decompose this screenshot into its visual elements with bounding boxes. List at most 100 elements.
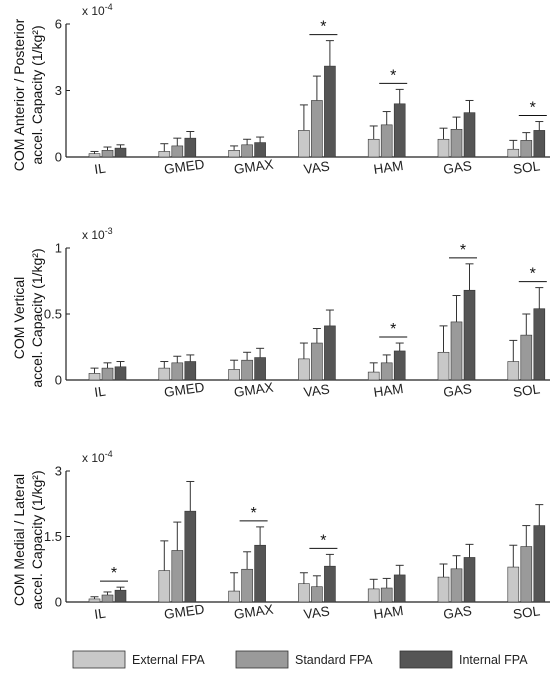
bar-il-3 <box>114 589 127 603</box>
category-label-sol: SOL <box>512 158 541 177</box>
axis-multiplier: x 10-4 <box>82 2 113 18</box>
bar-ham-1 <box>367 588 380 603</box>
y-axis-label-line: COM Anterior / Posterior <box>11 18 27 171</box>
y-axis-label-line: COM Vertical <box>11 277 27 359</box>
bar-ham-3 <box>393 103 406 158</box>
bar-gmax-2 <box>241 144 253 158</box>
significance-star: * <box>111 565 117 582</box>
legend: External FPA Standard FPA Internal FPA <box>72 650 528 669</box>
legend-swatch <box>72 650 126 669</box>
axis-multiplier-exponent: -3 <box>105 226 113 236</box>
category-label-gmax: GMAX <box>233 157 274 177</box>
bar-ham-2 <box>380 587 393 603</box>
bar-gmax-3 <box>254 544 266 603</box>
bar-vas-2 <box>311 100 323 158</box>
significance-star: * <box>390 321 396 338</box>
bar-ham-1 <box>367 371 380 381</box>
y-axis-label: COM Medial / Lateral accel. Capacity (1/k… <box>11 470 45 609</box>
bar-sol-1 <box>507 361 520 381</box>
bar-gmed-2 <box>171 362 184 381</box>
bar-sol-2 <box>520 546 533 603</box>
legend-item-1: External FPA <box>72 650 205 669</box>
bar-gmax-3 <box>254 357 266 381</box>
bar-gas-3 <box>463 557 476 603</box>
category-label-gmax: GMAX <box>233 602 274 622</box>
bar-sol-1 <box>507 148 520 158</box>
y-tick-label: 0 <box>55 595 62 610</box>
bar-gas-2 <box>450 321 463 381</box>
category-label-gmed: GMED <box>163 156 205 177</box>
bar-il-3 <box>114 366 127 381</box>
bar-vas-3 <box>324 325 336 381</box>
y-tick-label: 3 <box>55 464 62 479</box>
legend-item-2: Standard FPA <box>235 650 373 669</box>
y-tick-label: 0 <box>55 150 62 165</box>
bar-vas-2 <box>311 586 323 603</box>
category-label-gas: GAS <box>442 603 472 622</box>
bar-gmed-2 <box>171 145 184 158</box>
bar-gmax-3 <box>254 142 266 158</box>
significance-star: * <box>530 266 536 283</box>
y-axis-label-line: accel. Capacity (1/kg²) <box>29 248 45 387</box>
category-label-gas: GAS <box>442 158 472 177</box>
bar-il-1 <box>88 598 101 603</box>
category-label-vas: VAS <box>303 158 331 176</box>
bar-il-2 <box>101 367 114 381</box>
bar-sol-2 <box>520 334 533 381</box>
bar-gas-1 <box>437 351 450 381</box>
bar-vas-3 <box>324 565 336 603</box>
bar-gmed-1 <box>158 367 171 381</box>
bar-ham-2 <box>380 124 393 158</box>
category-label-vas: VAS <box>303 603 331 621</box>
bar-gas-3 <box>463 112 476 158</box>
y-axis-label-line: accel. Capacity (1/kg²) <box>29 25 45 164</box>
bar-gmed-3 <box>184 510 197 603</box>
y-axis-label-line: COM Medial / Lateral <box>11 474 27 606</box>
bar-gmax-2 <box>241 568 253 603</box>
category-label-gmed: GMED <box>163 379 205 400</box>
legend-item-3: Internal FPA <box>399 650 528 669</box>
legend-swatch <box>235 650 289 669</box>
bar-gmed-3 <box>184 137 197 158</box>
legend-swatch <box>399 650 453 669</box>
y-tick-label: 0.5 <box>44 307 62 322</box>
bar-gmed-3 <box>184 361 197 381</box>
chart-panel-3: 0 1.5 3 x 10-4 COM Medial / Lateral accel. Ca… <box>11 449 550 622</box>
chart-panel-1: 0 3 6 x 10-4 COM Anterior / Posterior accel. … <box>11 2 550 177</box>
significance-star: * <box>390 67 396 84</box>
bar-vas-1 <box>298 583 310 603</box>
bar-ham-2 <box>380 362 393 381</box>
category-label-sol: SOL <box>512 603 541 622</box>
bar-gmed-1 <box>158 151 171 158</box>
bar-il-3 <box>114 147 127 158</box>
significance-star: * <box>530 100 536 117</box>
category-label-ham: HAM <box>373 158 405 177</box>
legend-label: External FPA <box>132 653 205 667</box>
bar-gas-3 <box>463 289 476 381</box>
significance-star: * <box>460 242 466 259</box>
bar-vas-1 <box>298 358 310 381</box>
legend-label: Standard FPA <box>295 653 373 667</box>
y-axis-label-line: accel. Capacity (1/kg²) <box>29 470 45 609</box>
bar-gas-2 <box>450 128 463 158</box>
bar-gas-1 <box>437 576 450 603</box>
bar-sol-3 <box>533 308 546 381</box>
bar-ham-3 <box>393 350 406 381</box>
bar-vas-1 <box>298 130 310 158</box>
category-label-il: IL <box>93 605 107 621</box>
bar-sol-1 <box>507 566 520 603</box>
y-axis-label: COM Vertical accel. Capacity (1/kg²) <box>11 248 45 387</box>
category-label-il: IL <box>93 160 107 176</box>
legend-label: Internal FPA <box>459 653 528 667</box>
category-label-il: IL <box>93 383 107 399</box>
axis-multiplier: x 10-4 <box>82 449 113 465</box>
y-axis-label: COM Anterior / Posterior accel. Capacity … <box>11 18 45 171</box>
bar-gmax-1 <box>228 590 240 603</box>
chart-panel-2: 0 0.5 1 x 10-3 COM Vertical accel. Capacity (… <box>11 226 550 400</box>
y-tick-label: 6 <box>55 17 62 32</box>
bar-gmax-2 <box>241 359 253 381</box>
category-label-gmed: GMED <box>163 601 205 622</box>
significance-star: * <box>250 505 256 522</box>
